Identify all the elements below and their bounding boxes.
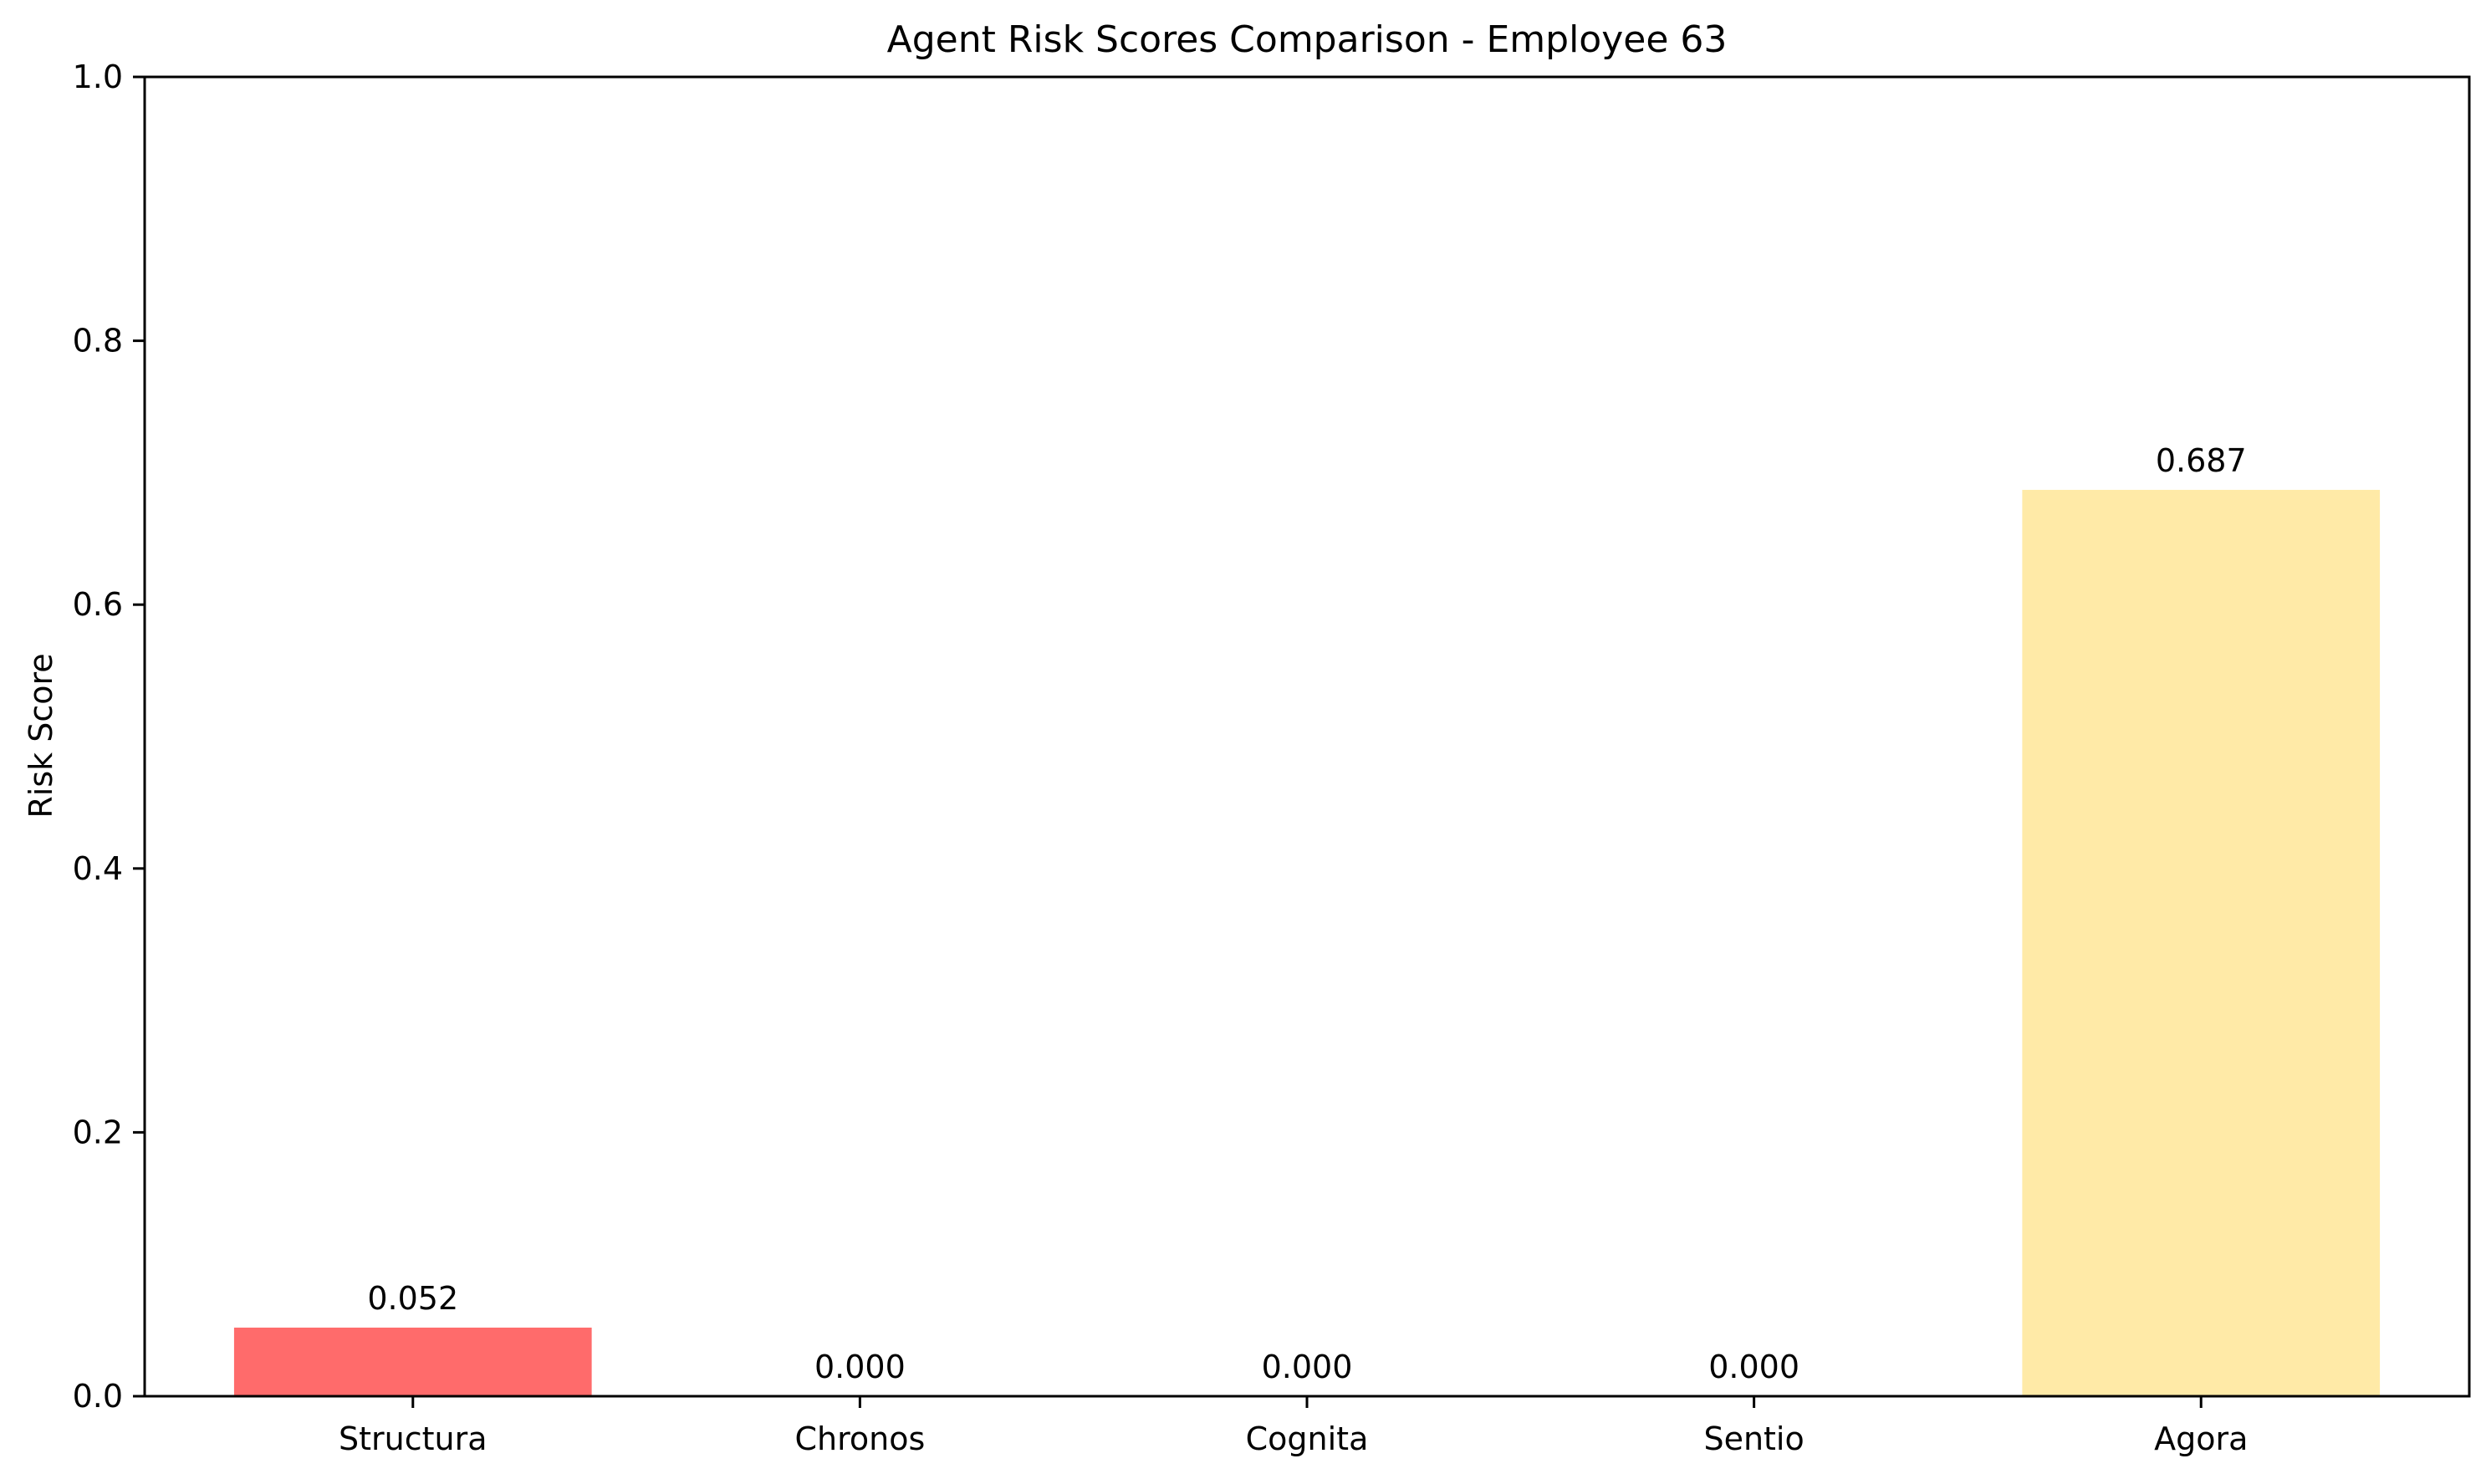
value-label-agora: 0.687 — [2156, 442, 2247, 479]
chart-title: Agent Risk Scores Comparison - Employee … — [887, 18, 1728, 61]
y-tick-label: 1.0 — [73, 59, 123, 95]
value-label-sentio: 0.000 — [1708, 1349, 1799, 1385]
value-label-cognita: 0.000 — [1262, 1349, 1353, 1385]
y-tick-label: 0.0 — [73, 1378, 123, 1415]
x-tick-label-structura: Structura — [339, 1420, 488, 1457]
y-tick-label: 0.6 — [73, 586, 123, 623]
bar-agora — [2022, 489, 2381, 1396]
x-tick-label-agora: Agora — [2154, 1420, 2248, 1457]
bars-group — [233, 489, 2381, 1396]
y-axis-ticks: 0.0 0.2 0.4 0.6 0.8 1.0 — [73, 59, 145, 1415]
x-axis-ticks: Structura Chronos Cognita Sentio Agora — [339, 1396, 2248, 1457]
plot-frame — [143, 75, 2471, 1398]
y-axis-label: Risk Score — [23, 653, 59, 818]
y-tick-label: 0.8 — [73, 323, 123, 360]
x-tick-label-chronos: Chronos — [794, 1420, 925, 1457]
value-label-chronos: 0.000 — [814, 1349, 906, 1385]
y-tick-label: 0.4 — [73, 850, 123, 887]
bar-structura — [233, 1327, 592, 1396]
value-labels-group: 0.052 0.000 0.000 0.000 0.687 — [367, 442, 2246, 1385]
value-label-structura: 0.052 — [367, 1280, 458, 1317]
x-tick-label-cognita: Cognita — [1246, 1420, 1369, 1457]
y-tick-label: 0.2 — [73, 1114, 123, 1150]
x-tick-label-sentio: Sentio — [1703, 1420, 1804, 1457]
